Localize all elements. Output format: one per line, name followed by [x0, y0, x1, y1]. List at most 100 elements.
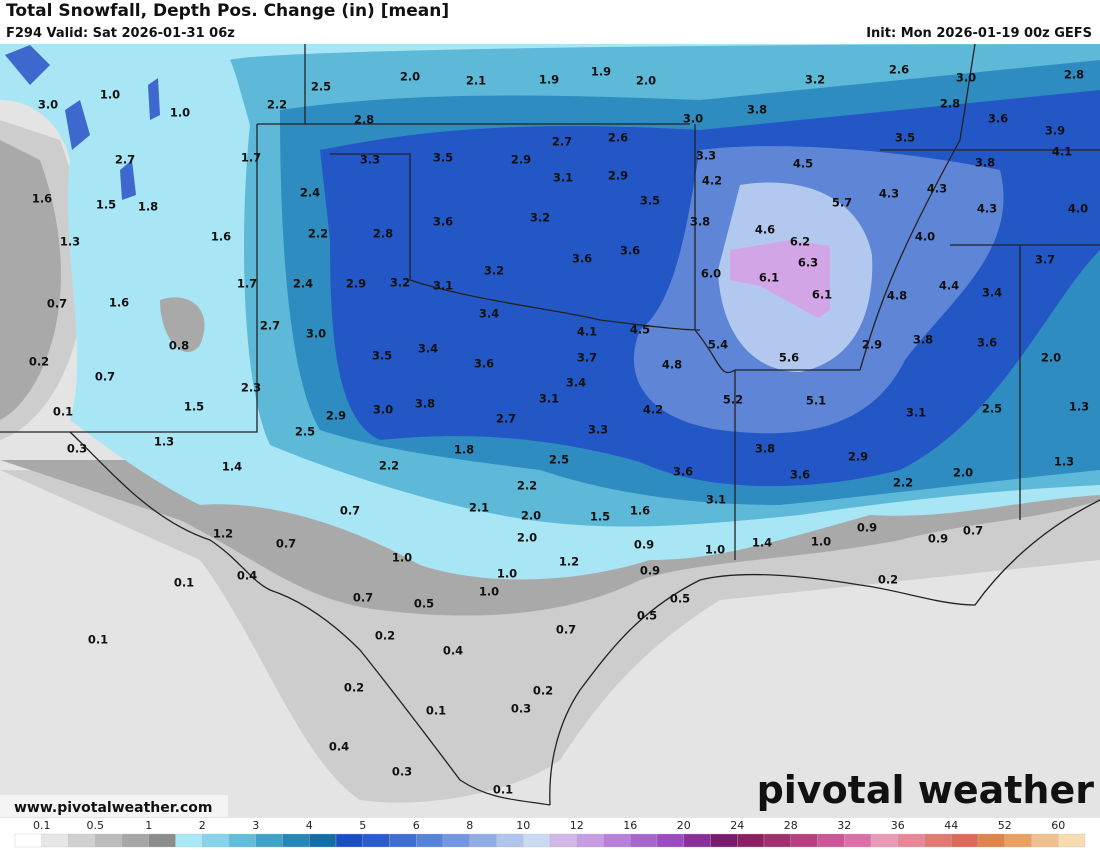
map-value-label: 0.2 [878, 573, 898, 587]
map-value-label: 0.7 [47, 297, 67, 311]
valid-time: F294 Valid: Sat 2026-01-31 06z [6, 26, 235, 41]
map-value-label: 5.7 [832, 196, 852, 210]
map-value-label: 0.9 [857, 521, 877, 535]
legend-swatch [282, 833, 310, 848]
map-value-label: 0.4 [443, 644, 463, 658]
legend-swatch [763, 833, 791, 848]
map-value-label: 0.9 [634, 538, 654, 552]
map-value-label: 1.2 [213, 527, 233, 541]
legend-swatch [335, 833, 363, 848]
legend-swatch [228, 833, 256, 848]
map-value-label: 3.8 [913, 333, 933, 347]
map-value-label: 1.8 [454, 443, 474, 457]
map-value-label: 2.2 [517, 479, 537, 493]
map-value-label: 1.7 [241, 151, 261, 165]
map-value-label: 3.5 [895, 131, 915, 145]
map-value-label: 2.5 [549, 453, 569, 467]
map-value-label: 2.2 [379, 459, 399, 473]
map-value-label: 3.6 [790, 468, 810, 482]
legend: 0.1 0.5 1 2 3 4 5 6 8 10 12 16 20 24 28 32 36 44 52 60 [14, 819, 1086, 848]
map-value-label: 2.7 [496, 412, 516, 426]
legend-label: 5 [359, 819, 366, 832]
legend-swatch [630, 833, 658, 848]
map-value-label: 0.7 [963, 524, 983, 538]
map-value-label: 1.0 [170, 106, 190, 120]
map-value-label: 6.3 [798, 256, 818, 270]
legend-swatch [1058, 833, 1086, 848]
map-value-label: 3.5 [372, 349, 392, 363]
map-value-label: 1.3 [1069, 400, 1089, 414]
map-value-label: 3.8 [755, 442, 775, 456]
map-value-label: 2.8 [940, 97, 960, 111]
legend-swatch [41, 833, 69, 848]
map-value-label: 0.7 [353, 591, 373, 605]
legend-swatch [817, 833, 845, 848]
map-value-label: 2.4 [300, 186, 320, 200]
legend-label: 12 [570, 819, 584, 832]
map-value-label: 3.0 [306, 327, 326, 341]
legend-label: 2 [199, 819, 206, 832]
legend-label: 10 [516, 819, 530, 832]
map-value-label: 2.0 [636, 74, 656, 88]
legend-swatch [844, 833, 872, 848]
map-value-label: 3.6 [620, 244, 640, 258]
legend-label: 0.5 [87, 819, 105, 832]
map-value-label: 0.7 [340, 504, 360, 518]
map-value-label: 0.2 [344, 681, 364, 695]
legend-swatch [523, 833, 551, 848]
coastline [549, 499, 1100, 806]
map-value-label: 2.0 [953, 466, 973, 480]
legend-label: 32 [837, 819, 851, 832]
map-value-label: 3.6 [474, 357, 494, 371]
map-value-label: 0.5 [414, 597, 434, 611]
map-value-label: 0.7 [276, 537, 296, 551]
map-value-label: 4.2 [702, 174, 722, 188]
map-value-label: 1.5 [184, 400, 204, 414]
logo: pivotal weather [757, 768, 1095, 812]
legend-swatch [1031, 833, 1059, 848]
map-value-label: 2.9 [346, 277, 366, 291]
contour-6 [730, 240, 830, 318]
legend-swatch [389, 833, 417, 848]
map-value-label: 0.7 [95, 370, 115, 384]
contour-0-8 [160, 297, 205, 353]
map-value-label: 0.3 [67, 442, 87, 456]
map-value-label: 3.6 [572, 252, 592, 266]
init-time: Init: Mon 2026-01-19 00z GEFS [866, 26, 1092, 41]
legend-swatch [469, 833, 497, 848]
map-value-label: 3.1 [706, 493, 726, 507]
legend-label: 36 [891, 819, 905, 832]
map-value-label: 3.8 [975, 156, 995, 170]
borders [0, 43, 1100, 806]
map-value-label: 2.9 [608, 169, 628, 183]
map-value-label: 0.1 [174, 576, 194, 590]
url-backdrop [0, 795, 228, 817]
map-value-label: 2.9 [848, 450, 868, 464]
map-value-label: 3.8 [415, 397, 435, 411]
legend-swatch [576, 833, 604, 848]
map-value-label: 1.9 [539, 73, 559, 87]
map-value-label: 5.1 [806, 394, 826, 408]
map-value-label: 2.7 [115, 153, 135, 167]
map-value-label: 1.0 [497, 567, 517, 581]
map-value-label: 4.8 [662, 358, 682, 372]
map-value-label: 1.2 [559, 555, 579, 569]
map-value-label: 5.2 [723, 393, 743, 407]
map-value-label: 2.3 [241, 381, 261, 395]
legend-swatch [683, 833, 711, 848]
map-value-label: 6.2 [790, 235, 810, 249]
map-value-label: 4.1 [577, 325, 597, 339]
rio-grande [69, 431, 551, 806]
map-value-label: 4.2 [643, 403, 663, 417]
map-value-label: 1.6 [630, 504, 650, 518]
map-value-label: 1.9 [591, 65, 611, 79]
map-value-label: 2.8 [1064, 68, 1084, 82]
legend-swatch [442, 833, 470, 848]
legend-swatch [496, 833, 524, 848]
map-value-label: 2.9 [511, 153, 531, 167]
map-value-label: 1.6 [109, 296, 129, 310]
contours [0, 44, 1100, 818]
map-value-label: 6.0 [701, 267, 721, 281]
map-value-label: 5.6 [779, 351, 799, 365]
